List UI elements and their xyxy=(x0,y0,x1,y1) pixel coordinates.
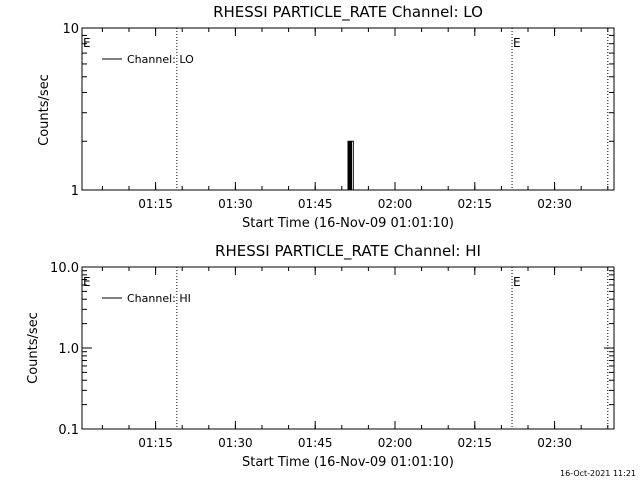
x-tick-label: 01:45 xyxy=(298,436,333,450)
y-axis-label-lo: Counts/sec xyxy=(37,74,52,146)
x-tick-label: 01:45 xyxy=(298,197,333,211)
x-tick-label: 02:00 xyxy=(378,436,413,450)
x-tick-label: 01:15 xyxy=(138,436,173,450)
footer-timestamp: 16-Oct-2021 11:21 xyxy=(560,469,636,478)
series-line xyxy=(347,140,354,191)
x-tick-label: 02:00 xyxy=(378,197,413,211)
y-tick-label: 1 xyxy=(71,184,79,199)
panel-hi: RHESSI PARTICLE_RATE Channel: HI 01:15 01… xyxy=(26,242,615,470)
x-ticks-lo: 01:15 01:30 01:45 02:00 02:15 02:30 xyxy=(101,28,609,211)
chart-title-hi: RHESSI PARTICLE_RATE Channel: HI xyxy=(215,242,481,261)
y-tick-label: 1.0 xyxy=(58,342,79,357)
legend-label-hi: Channel: HI xyxy=(127,292,191,305)
vlines-lo xyxy=(176,28,609,190)
x-ticks-hi: 01:15 01:30 01:45 02:00 02:15 02:30 xyxy=(101,267,609,450)
event-marker-label: E xyxy=(513,36,521,50)
y-tick-label: 10 xyxy=(62,22,79,37)
x-tick-label: 02:30 xyxy=(537,197,572,211)
x-tick-label: 02:15 xyxy=(457,197,492,211)
x-tick-label: 02:30 xyxy=(537,436,572,450)
event-marker-label: E xyxy=(513,275,521,289)
y-tick-label: 0.1 xyxy=(58,423,79,438)
x-tick-label: 01:15 xyxy=(138,197,173,211)
event-marker-label: E xyxy=(83,36,91,50)
event-marker-label: E xyxy=(83,275,91,289)
legend-label-lo: Channel: LO xyxy=(127,53,194,66)
x-tick-label: 02:15 xyxy=(457,436,492,450)
x-axis-label-lo: Start Time (16-Nov-09 01:01:10) xyxy=(242,216,454,231)
legend-hi: Channel: HI xyxy=(102,292,191,305)
y-axis-label-hi: Counts/sec xyxy=(26,312,41,384)
chart-title-lo: RHESSI PARTICLE_RATE Channel: LO xyxy=(213,3,483,22)
panel-lo: RHESSI PARTICLE_RATE Channel: LO 01:15 01… xyxy=(37,3,615,231)
y-tick-label: 10.0 xyxy=(50,261,79,276)
x-tick-label: 01:30 xyxy=(218,197,253,211)
legend-lo: Channel: LO xyxy=(102,53,194,66)
y-ticks-lo: 1 10 xyxy=(62,22,614,199)
series-lo xyxy=(347,140,354,191)
y-ticks-hi: 0.1 1.0 10.0 xyxy=(50,261,614,438)
x-axis-label-hi: Start Time (16-Nov-09 01:01:10) xyxy=(242,455,454,470)
x-tick-label: 01:30 xyxy=(218,436,253,450)
vlines-hi xyxy=(176,267,609,429)
